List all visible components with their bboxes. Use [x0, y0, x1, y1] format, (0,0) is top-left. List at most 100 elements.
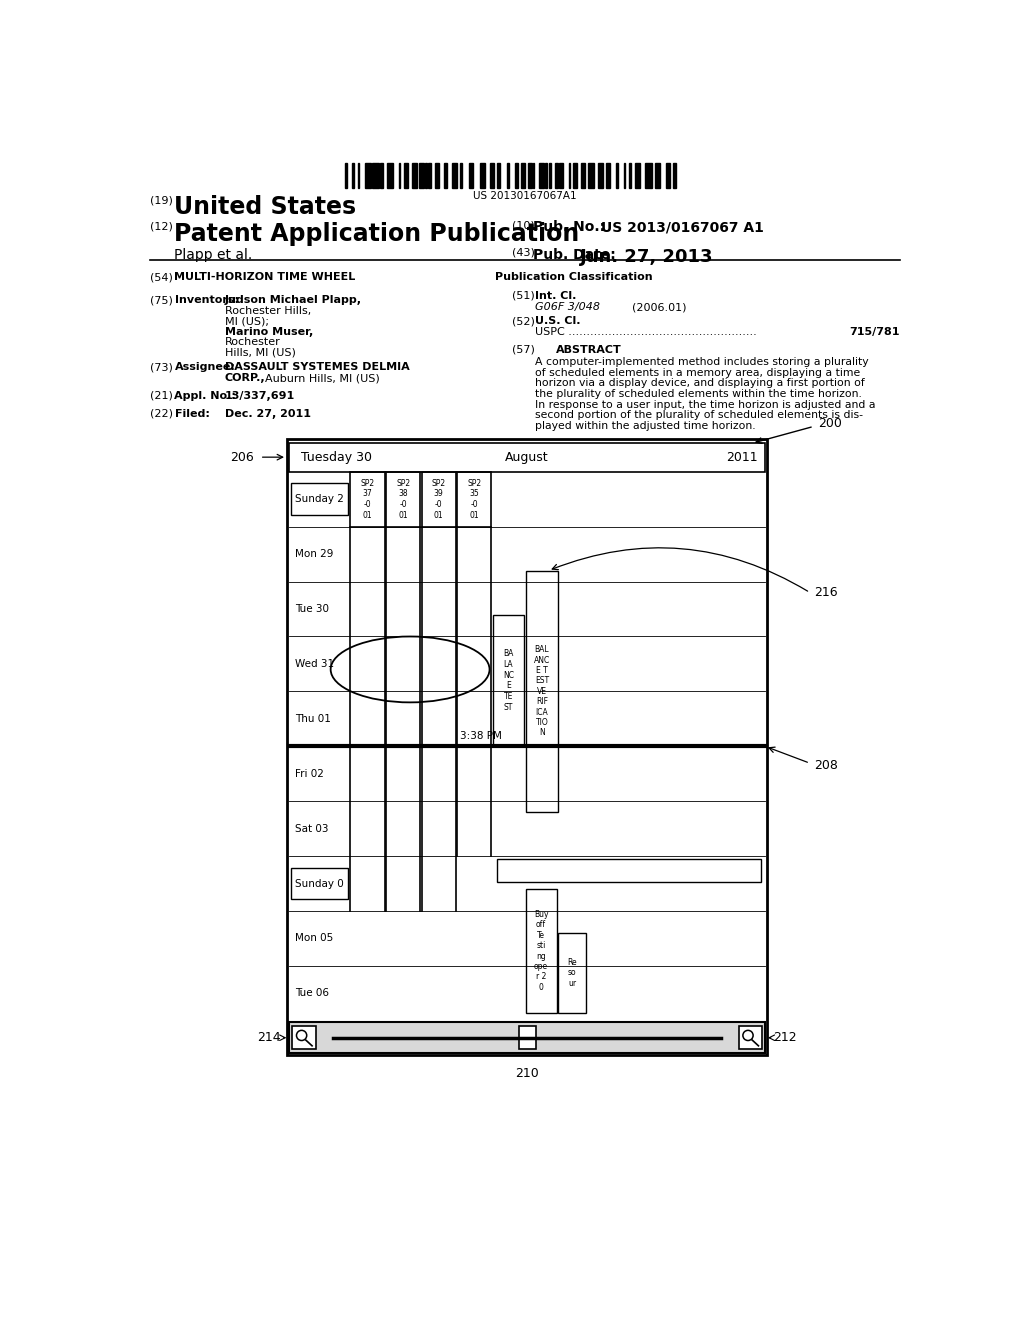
Text: (19): (19) [150, 195, 173, 206]
Text: SP2
37
-0
01: SP2 37 -0 01 [360, 479, 375, 520]
Bar [387, 162, 393, 187]
Text: Int. Cl.: Int. Cl. [535, 290, 577, 301]
Text: Plapp et al.: Plapp et al. [174, 248, 253, 261]
Bar [606, 162, 609, 187]
Text: 13/337,691: 13/337,691 [225, 391, 295, 401]
Bar [521, 162, 525, 187]
Text: (43): (43) [512, 248, 535, 257]
Bar [518, 1026, 536, 1049]
Text: 212: 212 [773, 1031, 798, 1044]
Bar [352, 162, 354, 187]
Bar [568, 162, 570, 187]
Bar [425, 162, 427, 187]
Text: (51): (51) [512, 290, 535, 301]
Text: Marino Muser,: Marino Muser, [225, 326, 313, 337]
Bar [615, 162, 617, 187]
Bar [525, 890, 557, 1012]
Bar [289, 442, 765, 471]
Bar [490, 162, 494, 187]
Text: (73): (73) [150, 363, 173, 372]
Bar [460, 162, 463, 187]
Bar [350, 471, 385, 527]
Bar [435, 162, 439, 187]
Bar [624, 162, 626, 187]
Text: (2006.01): (2006.01) [632, 302, 686, 313]
Bar [366, 162, 372, 187]
Text: MI (US);: MI (US); [225, 317, 269, 326]
Bar [287, 440, 767, 1056]
Bar [572, 162, 578, 187]
Text: BAL
ANC
E T
EST
VE
RIF
ICA
TIO
N: BAL ANC E T EST VE RIF ICA TIO N [534, 645, 550, 738]
Bar [630, 162, 631, 187]
Text: Sunday 0: Sunday 0 [295, 879, 344, 888]
Text: 2011: 2011 [726, 450, 758, 463]
Text: US 20130167067A1: US 20130167067A1 [473, 191, 577, 201]
Text: Mon 29: Mon 29 [295, 549, 333, 560]
Text: In response to a user input, the time horizon is adjusted and a: In response to a user input, the time ho… [535, 400, 876, 409]
Text: Publication Classification: Publication Classification [495, 272, 652, 282]
Bar [422, 471, 456, 527]
Text: Pub. No.:: Pub. No.: [532, 220, 605, 234]
Bar [588, 162, 594, 187]
Text: CORP.,: CORP., [225, 374, 265, 383]
Bar [412, 162, 417, 187]
Text: 208: 208 [814, 759, 838, 772]
Bar [380, 162, 383, 187]
Bar [469, 162, 473, 187]
Text: Buy
off
Te
sti
ng
ope
r 2
0: Buy off Te sti ng ope r 2 0 [534, 909, 548, 991]
Text: (12): (12) [150, 222, 173, 231]
Text: A computer-implemented method includes storing a plurality: A computer-implemented method includes s… [535, 358, 868, 367]
Text: (21): (21) [150, 391, 173, 401]
Bar [655, 162, 659, 187]
Bar [666, 162, 671, 187]
Text: US 2013/0167067 A1: US 2013/0167067 A1 [601, 220, 764, 234]
Bar [479, 162, 484, 187]
Text: 715/781: 715/781 [849, 327, 900, 337]
Text: USPC ....................................................: USPC ...................................… [535, 327, 757, 337]
Bar [507, 162, 509, 187]
Bar [598, 162, 602, 187]
Bar [528, 162, 531, 187]
Bar [555, 162, 558, 187]
Bar [403, 162, 408, 187]
Text: August: August [505, 450, 549, 463]
Text: (75): (75) [150, 296, 173, 305]
Bar [493, 615, 524, 746]
Text: (54): (54) [150, 272, 173, 282]
Bar [525, 570, 558, 812]
Text: Hills, MI (US): Hills, MI (US) [225, 347, 296, 358]
Text: (22): (22) [150, 409, 173, 418]
Text: Rochester Hills,: Rochester Hills, [225, 306, 311, 315]
Text: 214: 214 [257, 1031, 281, 1044]
Text: played within the adjusted time horizon.: played within the adjusted time horizon. [535, 421, 756, 430]
Text: (10): (10) [512, 220, 535, 230]
Text: Re
so
ur: Re so ur [567, 958, 577, 987]
Bar [532, 162, 535, 187]
Text: Jun. 27, 2013: Jun. 27, 2013 [580, 248, 713, 265]
Text: Appl. No.:: Appl. No.: [174, 391, 237, 401]
Text: MULTI-HORIZON TIME WHEEL: MULTI-HORIZON TIME WHEEL [174, 272, 355, 282]
Bar [673, 162, 676, 187]
Bar [581, 162, 585, 187]
Text: (57): (57) [512, 345, 535, 355]
Text: United States: United States [174, 195, 356, 219]
Bar [428, 162, 431, 187]
Text: second portion of the plurality of scheduled elements is dis-: second portion of the plurality of sched… [535, 411, 863, 420]
Text: Pub. Date:: Pub. Date: [532, 248, 615, 261]
Text: 200: 200 [818, 417, 842, 430]
Text: G06F 3/048: G06F 3/048 [535, 302, 600, 313]
Bar [515, 162, 518, 187]
Bar [345, 162, 347, 187]
Text: Assignee:: Assignee: [174, 363, 236, 372]
Text: Sat 03: Sat 03 [295, 824, 328, 834]
Bar [550, 162, 551, 187]
Text: Judson Michael Plapp,: Judson Michael Plapp, [225, 296, 361, 305]
Text: 3:38 PM: 3:38 PM [461, 731, 503, 742]
Bar [292, 1026, 315, 1049]
Text: Auburn Hills, MI (US): Auburn Hills, MI (US) [265, 374, 380, 383]
Bar [452, 162, 457, 187]
Bar [635, 162, 640, 187]
Bar [497, 162, 500, 187]
Text: U.S. Cl.: U.S. Cl. [535, 317, 581, 326]
Text: (52): (52) [512, 317, 535, 326]
